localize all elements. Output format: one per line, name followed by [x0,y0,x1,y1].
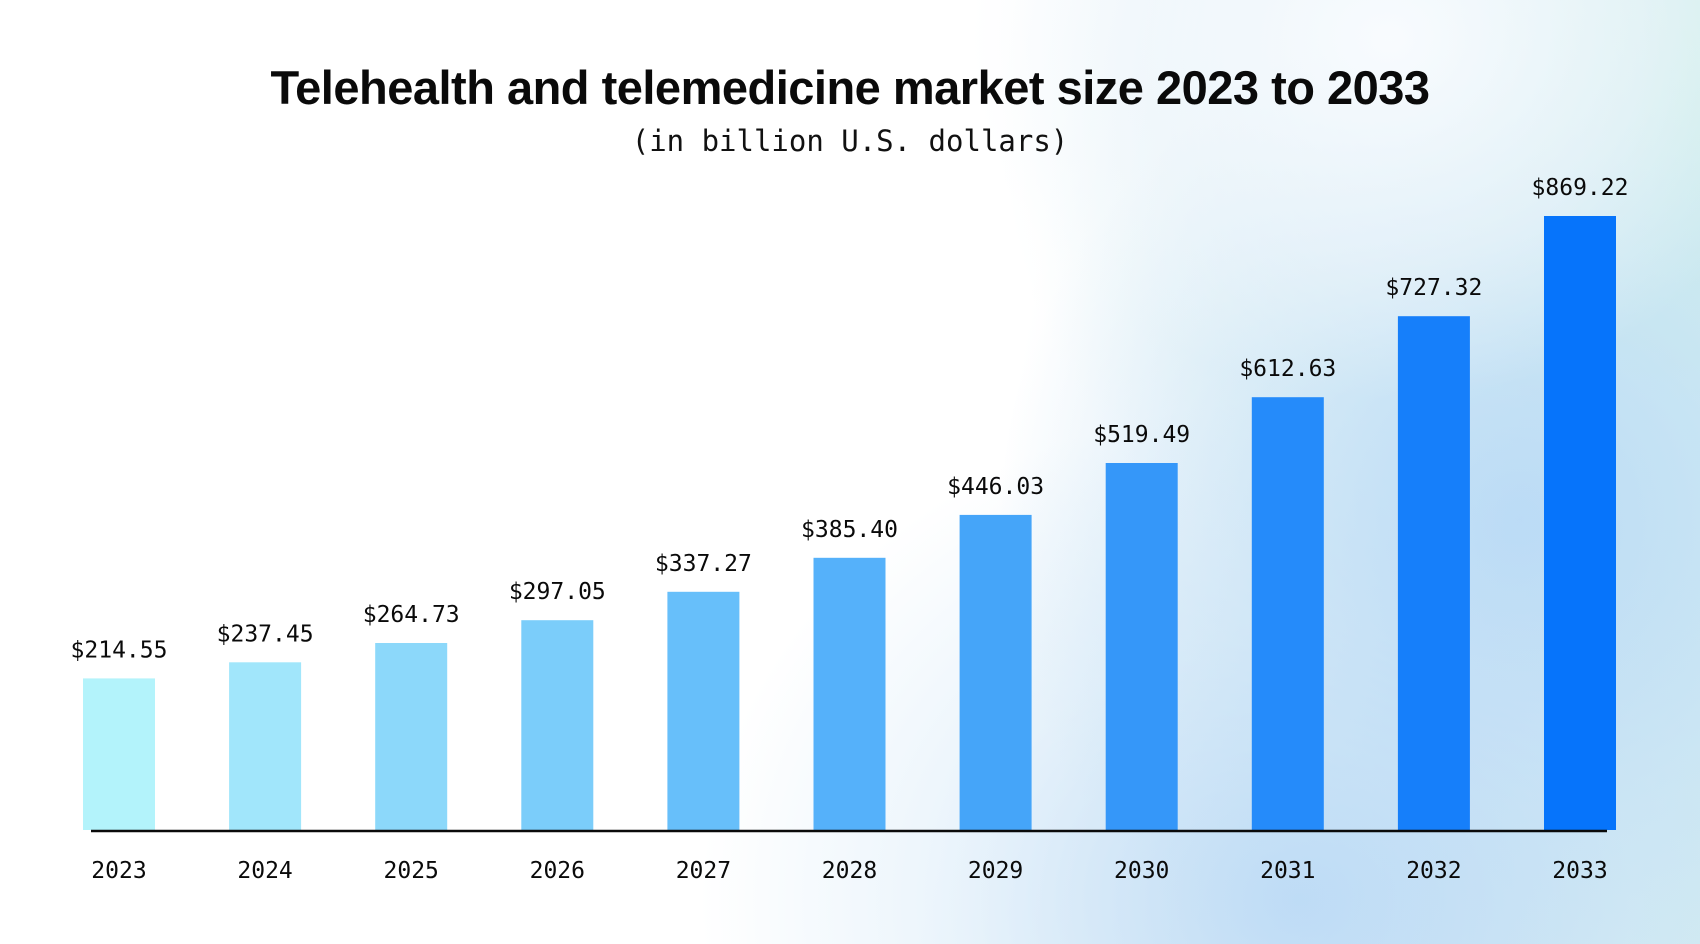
value-label-2027: $337.27 [655,551,752,577]
x-tick-label-2028: 2028 [822,858,877,884]
value-label-2032: $727.32 [1385,275,1482,301]
bar-2028 [813,557,886,830]
bar-2025 [375,643,448,830]
value-label-2031: $612.63 [1239,356,1336,382]
value-label-2030: $519.49 [1093,422,1190,448]
value-label-2023: $214.55 [71,637,168,663]
value-label-2029: $446.03 [947,474,1044,500]
bar-2029 [959,514,1032,830]
bar-2024 [229,662,302,830]
x-tick-label-2025: 2025 [384,858,439,884]
value-label-2028: $385.40 [801,517,898,543]
chart-title: Telehealth and telemedicine market size … [270,61,1430,114]
x-tick-label-2029: 2029 [968,858,1023,884]
bar-2032 [1397,316,1470,830]
chart-subtitle: (in billion U.S. dollars) [631,124,1069,158]
value-label-2026: $297.05 [509,579,606,605]
x-tick-label-2024: 2024 [237,858,292,884]
bar-2031 [1251,397,1324,830]
x-tick-label-2026: 2026 [530,858,585,884]
x-tick-label-2027: 2027 [676,858,731,884]
x-tick-label-2023: 2023 [91,858,146,884]
value-label-2025: $264.73 [363,602,460,628]
bar-2023 [83,678,155,830]
x-tick-label-2031: 2031 [1260,858,1315,884]
bar-2026 [521,620,594,830]
bars-group [83,216,1616,830]
value-label-2024: $237.45 [217,621,314,647]
value-label-2033: $869.22 [1532,175,1629,201]
x-tick-labels-group: 2023 2024 2025 2026 2027 2028 2029 2030 2031 2032… [91,858,1607,884]
x-tick-label-2032: 2032 [1406,858,1461,884]
bar-2027 [667,591,740,830]
bar-2033 [1544,216,1616,830]
x-tick-label-2033: 2033 [1552,858,1607,884]
x-tick-label-2030: 2030 [1114,858,1169,884]
bar-2030 [1105,463,1178,830]
value-labels-group: $214.55 $237.45 $264.73 $297.05 $337.27 $385.… [71,175,1629,663]
